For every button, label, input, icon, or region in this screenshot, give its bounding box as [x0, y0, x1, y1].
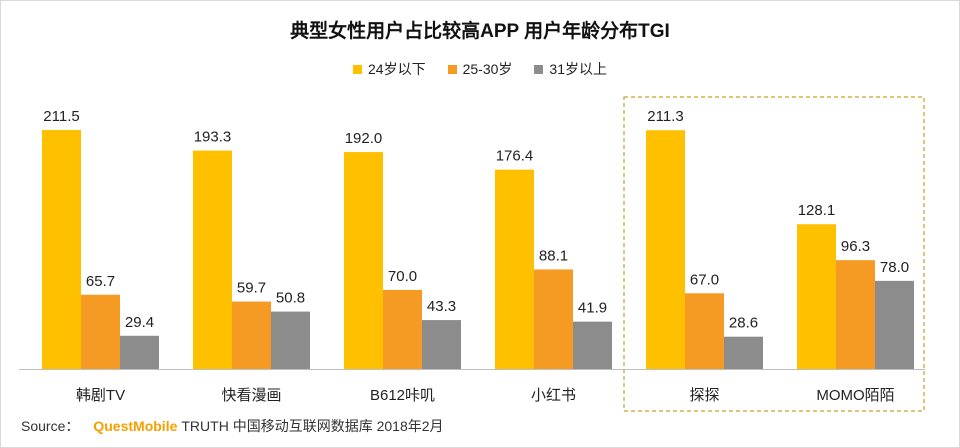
- bar-0-4: [646, 130, 685, 369]
- data-label-1-4: 67.0: [690, 271, 719, 288]
- legend-item-over31: 31岁以上: [534, 59, 607, 79]
- data-label-2-0: 29.4: [125, 314, 154, 331]
- category-label-2: B612咔叽: [370, 387, 435, 404]
- data-label-1-2: 70.0: [388, 268, 417, 285]
- bar-0-2: [344, 152, 383, 369]
- bar-0-3: [495, 169, 534, 369]
- bar-1-1: [232, 301, 271, 369]
- data-label-1-1: 59.7: [237, 280, 266, 297]
- data-label-0-3: 176.4: [496, 148, 534, 165]
- data-label-0-4: 211.3: [647, 108, 683, 125]
- source-prefix: Source：: [21, 418, 80, 434]
- data-label-0-5: 128.1: [798, 202, 836, 219]
- bar-2-3: [573, 321, 612, 369]
- bar-1-5: [836, 260, 875, 369]
- bar-0-5: [797, 224, 836, 369]
- bar-2-0: [120, 335, 159, 369]
- legend-label-under24: 24岁以下: [368, 61, 426, 77]
- legend-label-over31: 31岁以上: [549, 61, 607, 77]
- data-label-0-1: 193.3: [194, 129, 232, 146]
- legend-label-25-30: 25-30岁: [462, 61, 513, 77]
- bar-0-1: [193, 150, 232, 369]
- bar-1-4: [685, 293, 724, 369]
- source-note: Source： QuestMobile TRUTH 中国移动互联网数据库 2018年…: [21, 416, 444, 436]
- legend-item-25-30: 25-30岁: [447, 59, 513, 79]
- legend-swatch-25-30: [447, 64, 457, 74]
- category-label-3: 小红书: [531, 387, 576, 404]
- data-label-2-4: 28.6: [729, 315, 758, 332]
- data-label-2-1: 50.8: [276, 290, 305, 307]
- bar-1-0: [81, 294, 120, 369]
- source-brand: QuestMobile: [93, 418, 178, 434]
- data-label-1-5: 96.3: [841, 238, 870, 255]
- bar-2-1: [271, 311, 310, 369]
- data-label-0-2: 192.0: [345, 130, 383, 147]
- source-text: TRUTH 中国移动互联网数据库 2018年2月: [181, 418, 444, 434]
- data-label-2-5: 78.0: [880, 259, 909, 276]
- category-label-0: 韩剧TV: [76, 387, 125, 404]
- category-label-1: 快看漫画: [221, 387, 281, 404]
- bar-1-2: [383, 289, 422, 369]
- legend-swatch-over31: [534, 64, 544, 74]
- data-label-2-2: 43.3: [427, 298, 456, 315]
- bar-2-2: [422, 320, 461, 369]
- bar-1-3: [534, 269, 573, 369]
- data-label-1-0: 65.7: [86, 273, 115, 290]
- highlight-box: [623, 96, 925, 412]
- chart-title: 典型女性用户占比较高APP 用户年龄分布TGI: [290, 21, 670, 42]
- legend-swatch-under24: [353, 64, 363, 74]
- category-label-5: MOMO陌陌: [816, 387, 894, 404]
- category-label-4: 探探: [689, 387, 719, 404]
- bar-2-4: [724, 336, 763, 369]
- data-label-1-3: 88.1: [539, 247, 568, 264]
- data-label-0-0: 211.5: [43, 108, 79, 125]
- legend: 24岁以下 25-30岁 31岁以上: [1, 59, 959, 79]
- bar-0-0: [42, 130, 81, 369]
- data-label-2-3: 41.9: [578, 300, 607, 317]
- bar-2-5: [875, 280, 914, 369]
- legend-item-under24: 24岁以下: [353, 59, 426, 79]
